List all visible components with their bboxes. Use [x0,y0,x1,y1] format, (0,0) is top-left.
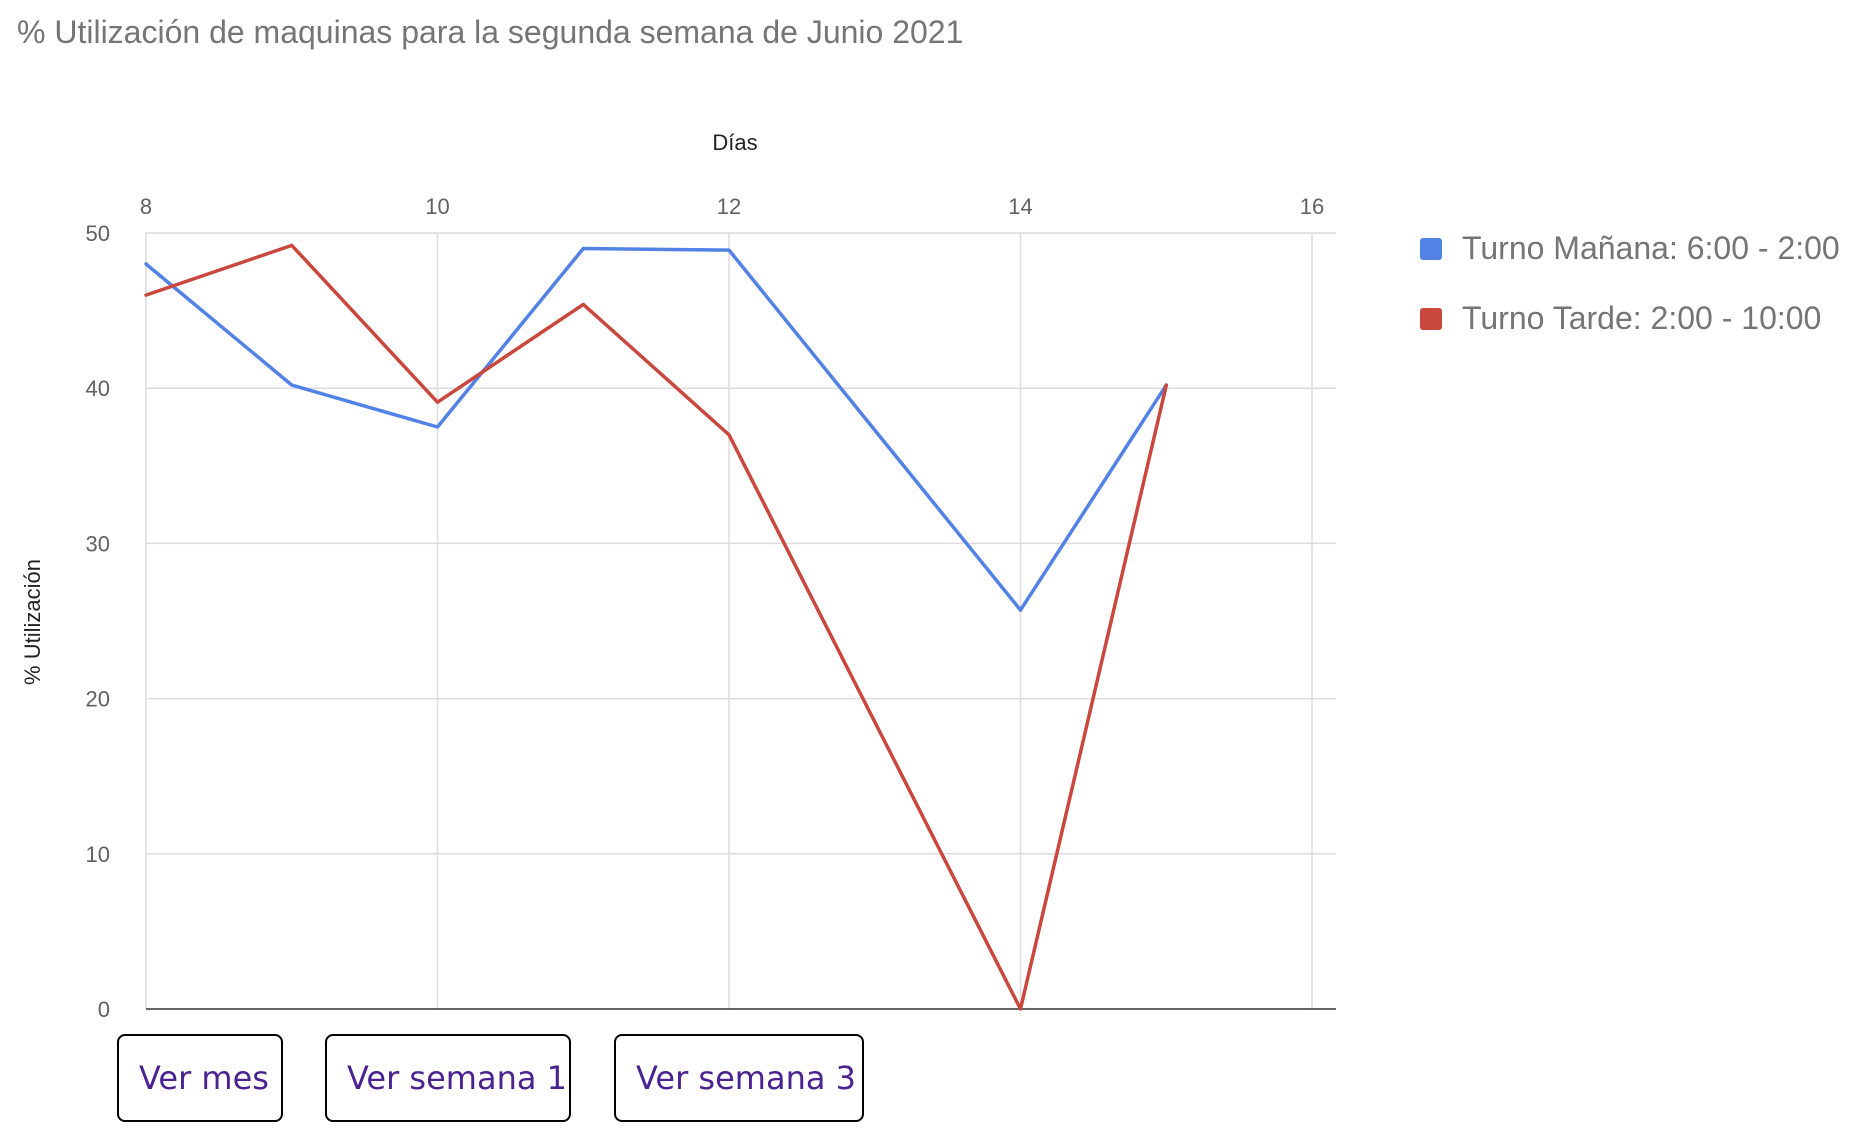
y-axis-title: % Utilización [20,559,45,685]
series-line-0 [144,246,1169,612]
y-tick-label-40: 40 [86,376,110,401]
legend-label-tarde: Turno Tarde: 2:00 - 10:00 [1462,300,1822,336]
legend-label-manana: Turno Mañana: 6:00 - 2:00 [1462,230,1840,266]
y-tick-label-20: 20 [86,687,110,712]
x-tick-label-14: 14 [1008,194,1032,219]
series-line-1 [144,243,1169,1011]
x-tick-label-8: 8 [140,194,152,219]
y-tick-label-0: 0 [98,997,110,1022]
view-week-3-button[interactable]: Ver semana 3 [614,1034,864,1122]
y-tick-label-10: 10 [86,842,110,867]
x-tick-label-12: 12 [717,194,741,219]
y-tick-label-30: 30 [86,531,110,556]
view-week-1-button[interactable]: Ver semana 1 [325,1034,571,1122]
chart-title: % Utilización de maquinas para la segund… [17,14,964,50]
legend-swatch-manana [1420,238,1442,260]
y-tick-label-50: 50 [86,221,110,246]
view-month-button[interactable]: Ver mes [117,1034,283,1122]
legend-swatch-tarde [1420,308,1442,330]
x-tick-label-10: 10 [425,194,449,219]
x-tick-label-16: 16 [1300,194,1324,219]
x-axis-title: Días [712,130,757,155]
